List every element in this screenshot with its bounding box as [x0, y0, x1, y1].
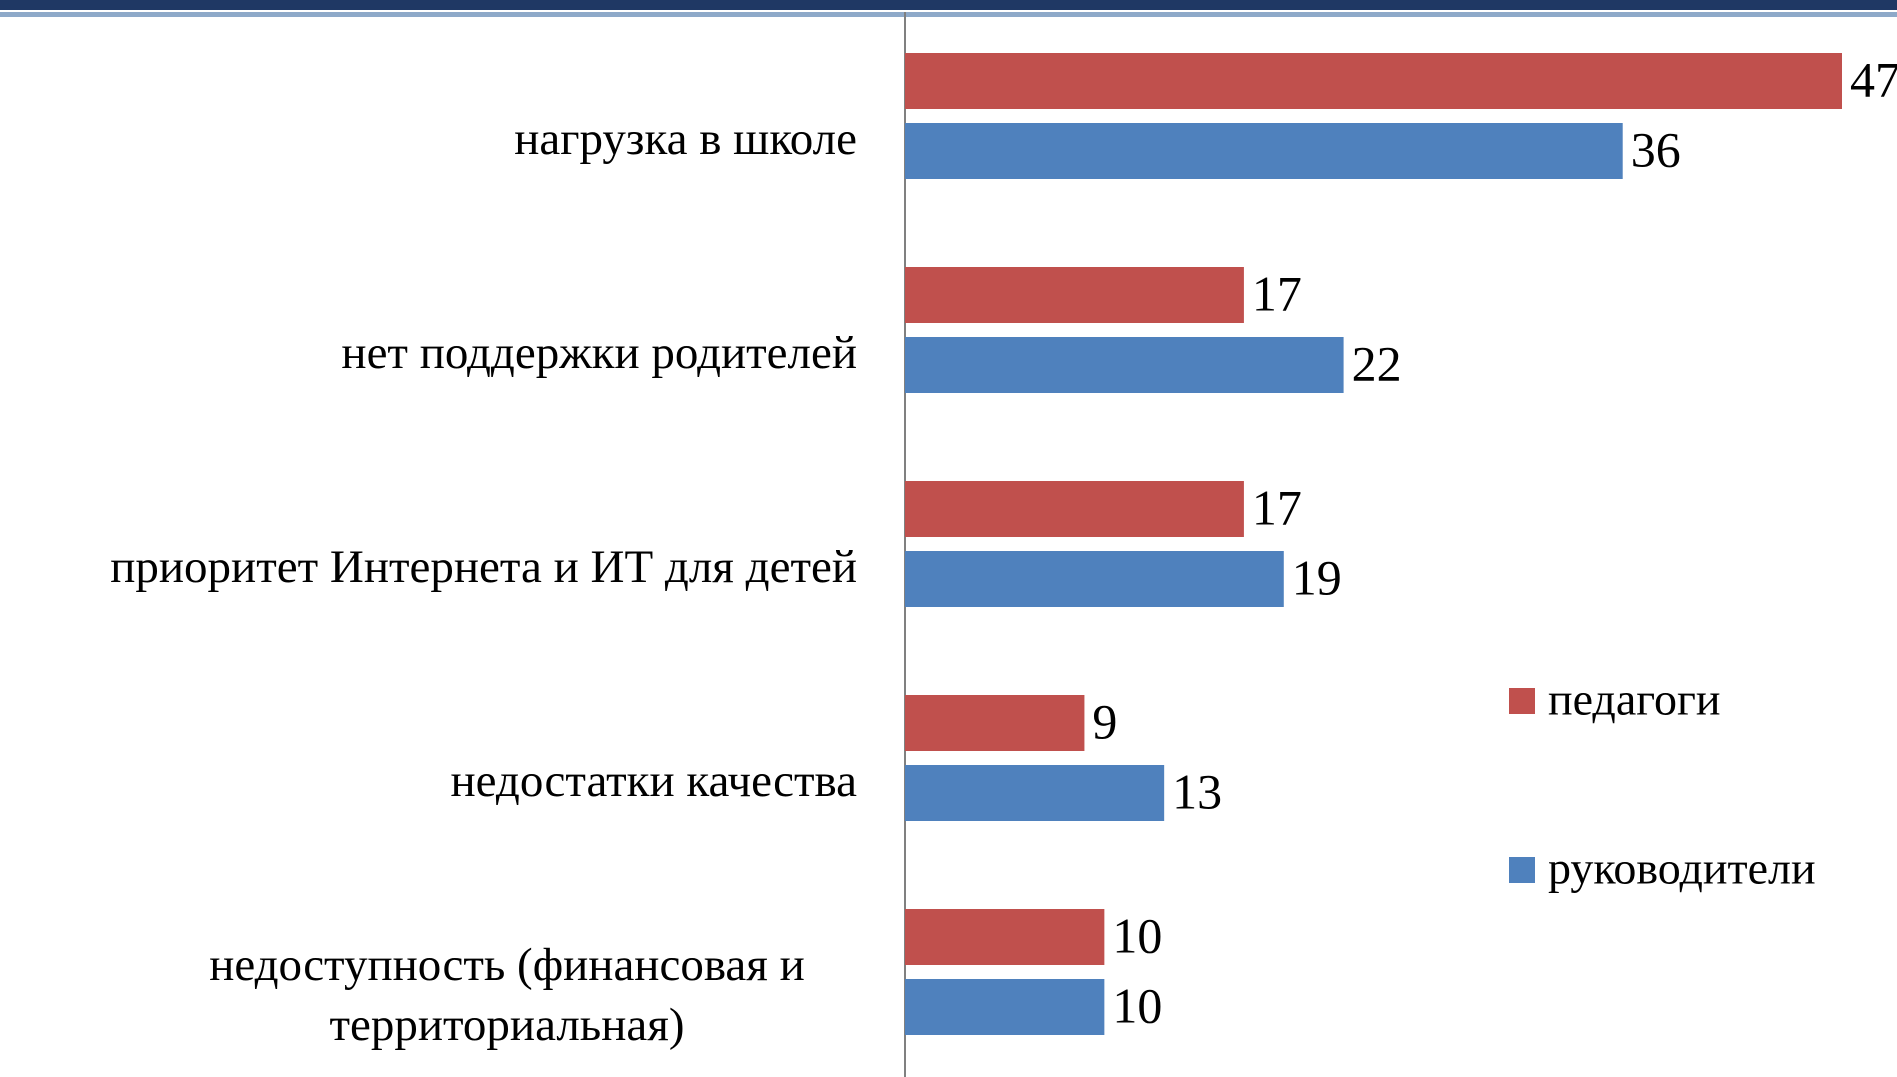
- value-label: 13: [1172, 763, 1222, 819]
- y-tick-label: недостатки качества: [450, 755, 857, 807]
- bar: [905, 123, 1623, 179]
- value-label: 47: [1850, 51, 1897, 107]
- category-label-box: приоритет Интернета и ИТ для детей: [0, 497, 857, 637]
- bar: [905, 551, 1284, 607]
- value-label: 36: [1631, 121, 1681, 177]
- value-label: 10: [1112, 907, 1162, 963]
- y-tick-label: приоритет Интернета и ИТ для детей: [110, 541, 857, 593]
- category-label-box: недостатки качества: [0, 711, 857, 851]
- legend-swatch: [1509, 688, 1535, 714]
- y-tick-label: нет поддержки родителей: [341, 327, 857, 379]
- bar: [905, 267, 1244, 323]
- bar: [905, 979, 1105, 1035]
- bar: [905, 695, 1085, 751]
- y-tick-label: нагрузка в школе: [514, 113, 857, 165]
- legend-swatch: [1509, 857, 1535, 883]
- category-label-box: недоступность (финансовая и территориаль…: [0, 925, 857, 1065]
- value-label: 22: [1352, 335, 1402, 391]
- bar: [905, 337, 1344, 393]
- bar: [905, 53, 1842, 109]
- y-tick-label: недоступность (финансовая и территориаль…: [209, 939, 805, 1051]
- category-label-box: нагрузка в школе: [0, 69, 857, 209]
- bar: [905, 909, 1105, 965]
- bar: [905, 481, 1244, 537]
- category-label-box: нет поддержки родителей: [0, 283, 857, 423]
- value-label: 17: [1252, 265, 1302, 321]
- legend-label: педагоги: [1548, 674, 1720, 725]
- value-label: 17: [1252, 479, 1302, 535]
- value-label: 10: [1112, 977, 1162, 1033]
- header-band: [0, 0, 1897, 10]
- value-label: 19: [1292, 549, 1342, 605]
- value-label: 9: [1092, 693, 1117, 749]
- legend-label: руководители: [1548, 843, 1816, 894]
- bar: [905, 765, 1165, 821]
- header-stripe: [0, 12, 1897, 17]
